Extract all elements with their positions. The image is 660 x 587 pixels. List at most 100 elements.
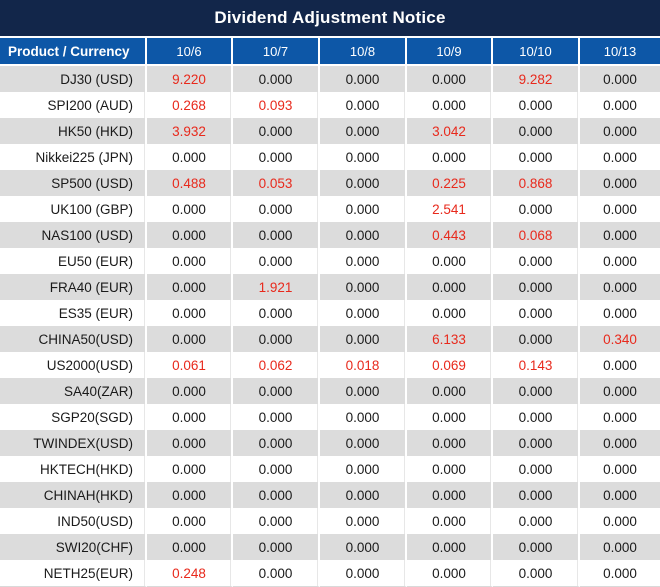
- value-cell: 0.000: [147, 508, 233, 534]
- table-row: TWINDEX(USD) 0.000 0.000 0.000 0.000 0.000 0.0…: [0, 430, 660, 456]
- table-row: Nikkei225 (JPN) 0.000 0.000 0.000 0.000 0.000…: [0, 144, 660, 170]
- table-row: UK100 (GBP) 0.000 0.000 0.000 2.541 0.000 0.00…: [0, 196, 660, 222]
- value-cell: 0.000: [493, 92, 580, 118]
- value-cell: 0.000: [233, 222, 320, 248]
- table-row: NAS100 (USD) 0.000 0.000 0.000 0.443 0.068 0.0…: [0, 222, 660, 248]
- value-cell: 0.000: [580, 92, 660, 118]
- value-cell: 0.053: [233, 170, 320, 196]
- value-cell: 0.000: [493, 404, 580, 430]
- value-cell: 0.000: [493, 196, 580, 222]
- value-cell: 0.488: [147, 170, 233, 196]
- product-cell: HK50 (HKD): [0, 118, 147, 144]
- value-cell: 0.000: [580, 378, 660, 404]
- value-cell: 0.000: [233, 378, 320, 404]
- value-cell: 0.000: [407, 66, 493, 92]
- table-row: FRA40 (EUR) 0.000 1.921 0.000 0.000 0.000 0.00…: [0, 274, 660, 300]
- value-cell: 0.000: [320, 92, 407, 118]
- value-cell: 0.000: [407, 274, 493, 300]
- value-cell: 0.093: [233, 92, 320, 118]
- value-cell: 0.000: [580, 430, 660, 456]
- table-row: SP500 (USD) 0.488 0.053 0.000 0.225 0.868 0.00…: [0, 170, 660, 196]
- date-column-header: 10/8: [320, 38, 407, 66]
- value-cell: 0.000: [493, 300, 580, 326]
- product-cell: UK100 (GBP): [0, 196, 147, 222]
- value-cell: 0.225: [407, 170, 493, 196]
- value-cell: 0.000: [147, 430, 233, 456]
- product-cell: NAS100 (USD): [0, 222, 147, 248]
- table-row: CHINA50(USD) 0.000 0.000 0.000 6.133 0.000 0.3…: [0, 326, 660, 352]
- product-cell: SP500 (USD): [0, 170, 147, 196]
- value-cell: 0.000: [580, 534, 660, 560]
- value-cell: 0.000: [233, 300, 320, 326]
- value-cell: 0.000: [580, 222, 660, 248]
- value-cell: 3.932: [147, 118, 233, 144]
- value-cell: 0.000: [233, 326, 320, 352]
- value-cell: 0.340: [580, 326, 660, 352]
- value-cell: 1.921: [233, 274, 320, 300]
- value-cell: 0.000: [407, 456, 493, 482]
- value-cell: 0.000: [233, 404, 320, 430]
- value-cell: 0.000: [233, 534, 320, 560]
- product-cell: HKTECH(HKD): [0, 456, 147, 482]
- value-cell: 0.000: [233, 508, 320, 534]
- value-cell: 0.000: [233, 196, 320, 222]
- table-row: DJ30 (USD) 9.220 0.000 0.000 0.000 9.282 0.000: [0, 66, 660, 92]
- value-cell: 0.062: [233, 352, 320, 378]
- value-cell: 3.042: [407, 118, 493, 144]
- value-cell: 0.000: [407, 248, 493, 274]
- value-cell: 0.868: [493, 170, 580, 196]
- table-row: HK50 (HKD) 3.932 0.000 0.000 3.042 0.000 0.000: [0, 118, 660, 144]
- value-cell: 0.000: [493, 118, 580, 144]
- value-cell: 0.000: [407, 534, 493, 560]
- value-cell: 0.000: [320, 482, 407, 508]
- value-cell: 0.000: [320, 456, 407, 482]
- value-cell: 0.000: [320, 430, 407, 456]
- value-cell: 0.000: [407, 144, 493, 170]
- date-column-header: 10/10: [493, 38, 580, 66]
- value-cell: 0.000: [147, 300, 233, 326]
- value-cell: 2.541: [407, 196, 493, 222]
- product-cell: SA40(ZAR): [0, 378, 147, 404]
- value-cell: 0.000: [493, 482, 580, 508]
- value-cell: 0.000: [233, 118, 320, 144]
- value-cell: 0.000: [320, 560, 407, 587]
- value-cell: 0.000: [147, 274, 233, 300]
- product-cell: SGP20(SGD): [0, 404, 147, 430]
- table-row: NETH25(EUR) 0.248 0.000 0.000 0.000 0.000 0.00…: [0, 560, 660, 587]
- value-cell: 0.000: [320, 378, 407, 404]
- value-cell: 0.018: [320, 352, 407, 378]
- date-column-header: 10/9: [407, 38, 493, 66]
- date-column-header: 10/13: [580, 38, 660, 66]
- value-cell: 0.000: [493, 274, 580, 300]
- product-cell: CHINAH(HKD): [0, 482, 147, 508]
- product-cell: ES35 (EUR): [0, 300, 147, 326]
- value-cell: 0.000: [147, 378, 233, 404]
- value-cell: 0.000: [493, 534, 580, 560]
- value-cell: 0.061: [147, 352, 233, 378]
- value-cell: 0.443: [407, 222, 493, 248]
- value-cell: 0.000: [580, 144, 660, 170]
- product-cell: US2000(USD): [0, 352, 147, 378]
- value-cell: 0.000: [320, 196, 407, 222]
- value-cell: 0.000: [147, 326, 233, 352]
- value-cell: 0.000: [493, 456, 580, 482]
- product-cell: IND50(USD): [0, 508, 147, 534]
- value-cell: 0.000: [407, 430, 493, 456]
- value-cell: 0.000: [493, 560, 580, 587]
- value-cell: 0.000: [233, 144, 320, 170]
- value-cell: 0.000: [407, 378, 493, 404]
- value-cell: 0.000: [580, 170, 660, 196]
- value-cell: 0.000: [320, 248, 407, 274]
- value-cell: 0.000: [493, 144, 580, 170]
- value-cell: 0.000: [580, 560, 660, 587]
- value-cell: 0.069: [407, 352, 493, 378]
- value-cell: 0.000: [147, 534, 233, 560]
- product-cell: FRA40 (EUR): [0, 274, 147, 300]
- value-cell: 0.248: [147, 560, 233, 587]
- table-row: SGP20(SGD) 0.000 0.000 0.000 0.000 0.000 0.000: [0, 404, 660, 430]
- product-currency-header: Product / Currency: [0, 38, 147, 66]
- value-cell: 0.000: [580, 274, 660, 300]
- value-cell: 0.068: [493, 222, 580, 248]
- date-column-header: 10/7: [233, 38, 320, 66]
